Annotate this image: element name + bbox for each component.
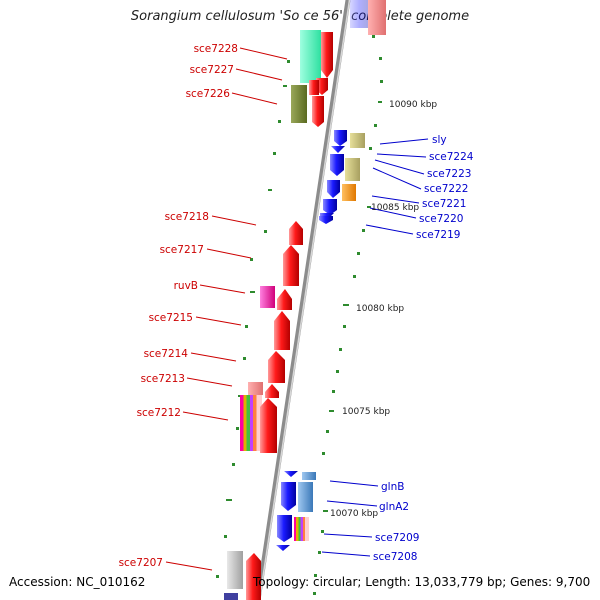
gene-sce7213[interactable]: [248, 382, 263, 395]
gene-label[interactable]: sce7223: [427, 168, 471, 180]
gene-label[interactable]: sce7228: [194, 43, 238, 55]
scale-label-10085: 10085 kbp: [371, 203, 419, 213]
gene-sce7208[interactable]: [276, 545, 290, 551]
reverse-genes: [276, 0, 386, 551]
label-leaders: [165, 47, 429, 571]
gene-label[interactable]: sce7208: [373, 551, 417, 563]
gene-label[interactable]: sce7226: [186, 88, 231, 100]
gene-label[interactable]: sce7207: [119, 557, 163, 569]
gene-sce7215[interactable]: [274, 311, 290, 350]
gene-sly[interactable]: [350, 133, 365, 148]
scale-label-10090: 10090 kbp: [389, 100, 437, 110]
gene-label[interactable]: sce7220: [419, 213, 463, 225]
forward-genes: [224, 30, 333, 600]
gene-label[interactable]: sly: [432, 134, 447, 146]
gene-sce7224[interactable]: [331, 146, 345, 153]
gene-label[interactable]: glnA2: [379, 501, 409, 513]
gene-sce7226[interactable]: [291, 85, 307, 123]
gene-sce7209[interactable]: [294, 517, 309, 541]
gene-sce7212[interactable]: [240, 395, 262, 451]
gene-label[interactable]: sce7224: [429, 151, 474, 163]
gene-label[interactable]: sce7214: [144, 348, 189, 360]
gene-sce7222[interactable]: [342, 184, 356, 201]
gene-sce7219[interactable]: [319, 216, 333, 224]
gene-label[interactable]: sce7221: [422, 198, 466, 210]
gene-label[interactable]: sce7222: [424, 183, 468, 195]
gene-sce7223[interactable]: [345, 158, 360, 181]
gene-sce7228[interactable]: [300, 30, 321, 83]
gene-sce7217[interactable]: [283, 245, 299, 286]
gene-label[interactable]: sce7212: [137, 407, 181, 419]
gene-sce7207[interactable]: [227, 551, 243, 589]
gene-sce7227[interactable]: [321, 32, 333, 78]
accession-label: Accession: NC_010162: [9, 575, 146, 589]
gene-label[interactable]: sce7217: [160, 244, 204, 256]
gene-label[interactable]: ruvB: [174, 280, 198, 292]
gene-label[interactable]: sce7219: [416, 229, 460, 241]
scale-label-10080: 10080 kbp: [356, 304, 404, 314]
gene-glnB[interactable]: [284, 471, 298, 477]
gene-sce7218[interactable]: [289, 221, 303, 245]
gene-label[interactable]: sce7218: [165, 211, 209, 223]
gene-ruvB[interactable]: [260, 286, 275, 308]
gene-label[interactable]: sce7215: [149, 312, 193, 324]
scale-ticks: [216, 35, 383, 595]
genome-backbone: [255, 0, 351, 600]
gene-label[interactable]: glnB: [381, 481, 404, 493]
topology-summary: Topology: circular; Length: 13,033,779 b…: [253, 575, 591, 589]
gene-sce7214[interactable]: [268, 351, 285, 383]
gene-glnA2[interactable]: [298, 482, 313, 512]
gene-sce7221[interactable]: [323, 199, 337, 215]
gene-label[interactable]: sce7227: [190, 64, 234, 76]
gene-label[interactable]: sce7209: [375, 532, 419, 544]
scale-label-10070: 10070 kbp: [330, 509, 378, 519]
scale-label-10075: 10075 kbp: [342, 407, 390, 417]
gene-label[interactable]: sce7213: [141, 373, 185, 385]
